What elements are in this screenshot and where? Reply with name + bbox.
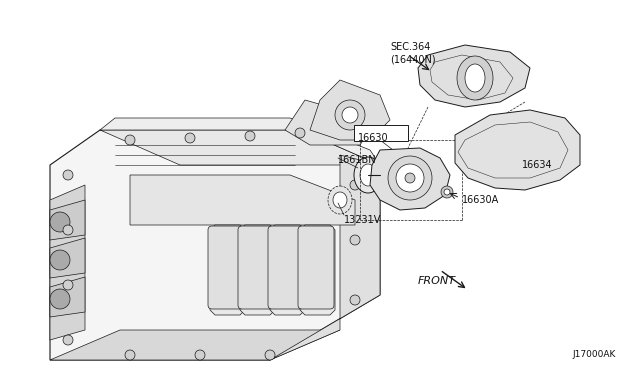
Text: (16440N): (16440N) bbox=[390, 54, 436, 64]
Circle shape bbox=[125, 135, 135, 145]
Text: J17000AK: J17000AK bbox=[572, 350, 616, 359]
Polygon shape bbox=[370, 148, 450, 210]
Text: 16630A: 16630A bbox=[462, 195, 499, 205]
Circle shape bbox=[195, 350, 205, 360]
Polygon shape bbox=[130, 175, 355, 225]
FancyBboxPatch shape bbox=[238, 226, 274, 309]
Circle shape bbox=[295, 128, 305, 138]
Text: 16634: 16634 bbox=[522, 160, 552, 170]
Circle shape bbox=[350, 180, 360, 190]
Polygon shape bbox=[100, 130, 380, 165]
Text: 1661BN: 1661BN bbox=[338, 155, 376, 165]
Circle shape bbox=[50, 250, 70, 270]
Circle shape bbox=[63, 335, 73, 345]
Circle shape bbox=[185, 133, 195, 143]
Polygon shape bbox=[50, 200, 85, 240]
Circle shape bbox=[342, 107, 358, 123]
Polygon shape bbox=[100, 118, 380, 165]
Circle shape bbox=[350, 295, 360, 305]
Circle shape bbox=[50, 289, 70, 309]
Ellipse shape bbox=[328, 186, 352, 214]
Circle shape bbox=[245, 131, 255, 141]
Ellipse shape bbox=[465, 64, 485, 92]
Circle shape bbox=[441, 186, 453, 198]
Polygon shape bbox=[240, 225, 275, 315]
Polygon shape bbox=[50, 185, 85, 340]
Circle shape bbox=[405, 173, 415, 183]
Circle shape bbox=[63, 280, 73, 290]
Text: FRONT: FRONT bbox=[418, 276, 456, 286]
FancyBboxPatch shape bbox=[354, 125, 408, 141]
Polygon shape bbox=[210, 225, 245, 315]
Ellipse shape bbox=[354, 157, 382, 193]
Circle shape bbox=[444, 189, 450, 195]
Polygon shape bbox=[50, 277, 85, 317]
Circle shape bbox=[63, 170, 73, 180]
FancyBboxPatch shape bbox=[268, 226, 304, 309]
Ellipse shape bbox=[360, 164, 376, 186]
Polygon shape bbox=[270, 155, 380, 360]
Circle shape bbox=[125, 350, 135, 360]
FancyBboxPatch shape bbox=[298, 226, 334, 309]
Text: 16630: 16630 bbox=[358, 133, 388, 143]
Circle shape bbox=[50, 212, 70, 232]
Polygon shape bbox=[285, 100, 370, 145]
Circle shape bbox=[388, 156, 432, 200]
Polygon shape bbox=[50, 130, 380, 360]
Circle shape bbox=[350, 235, 360, 245]
Text: 13231V: 13231V bbox=[344, 215, 381, 225]
Text: SEC.364: SEC.364 bbox=[390, 42, 430, 52]
Polygon shape bbox=[418, 45, 530, 107]
FancyBboxPatch shape bbox=[208, 226, 244, 309]
Circle shape bbox=[335, 100, 365, 130]
Ellipse shape bbox=[333, 192, 347, 208]
Polygon shape bbox=[310, 80, 390, 140]
Ellipse shape bbox=[457, 56, 493, 100]
Polygon shape bbox=[270, 225, 305, 315]
Polygon shape bbox=[50, 238, 85, 278]
Circle shape bbox=[63, 225, 73, 235]
Circle shape bbox=[265, 350, 275, 360]
Polygon shape bbox=[50, 330, 340, 360]
Circle shape bbox=[396, 164, 424, 192]
Polygon shape bbox=[300, 225, 335, 315]
Polygon shape bbox=[455, 110, 580, 190]
